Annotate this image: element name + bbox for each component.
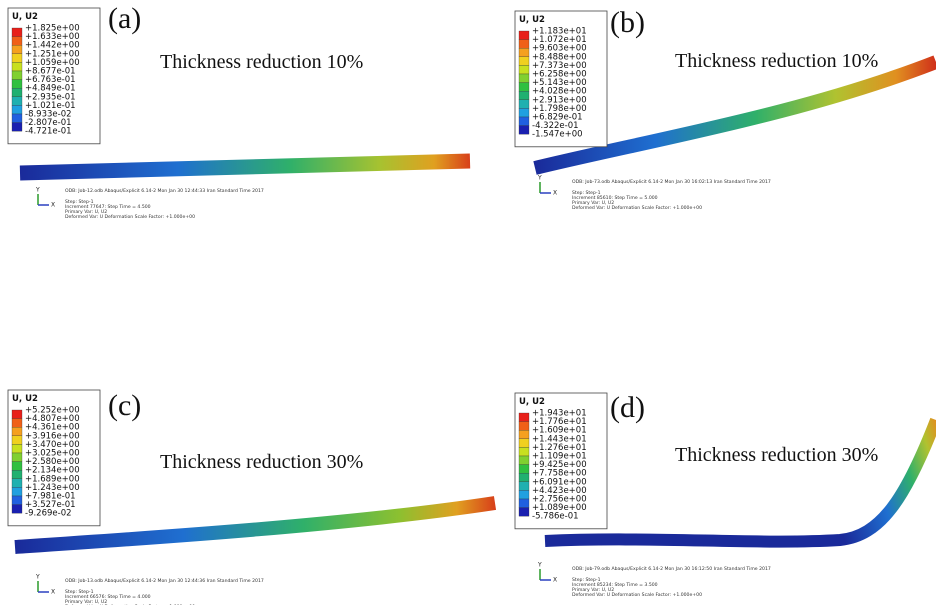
legend-swatch	[519, 48, 529, 57]
legend-swatch	[519, 482, 529, 491]
odb-info: ODB: Job-73.odb Abaqus/Explicit 6.14-2 M…	[572, 179, 771, 185]
legend-swatch	[519, 57, 529, 66]
legend-title: U, U2	[12, 12, 38, 22]
odb-info: Deformed Var: U Deformation Scale Factor…	[572, 205, 702, 211]
legend-swatch	[519, 499, 529, 508]
odb-info: ODB: Job-12.odb Abaqus/Explicit 6.14-2 M…	[65, 188, 264, 194]
legend-swatch	[519, 490, 529, 499]
panel-label: (b)	[610, 6, 645, 39]
panel-title: Thickness reduction 30%	[160, 451, 363, 473]
triad-x-label: X	[553, 577, 557, 584]
legend-swatch	[519, 74, 529, 83]
triad-x-label: X	[51, 589, 55, 596]
triad-x-label: X	[51, 202, 55, 209]
legend-swatch	[12, 71, 22, 80]
legend-title: U, U2	[519, 397, 545, 407]
triad-y-label: Y	[35, 574, 40, 581]
deformed-beam	[20, 161, 470, 173]
legend-swatch	[12, 54, 22, 63]
triad-x-label: X	[553, 190, 557, 197]
panel-title: Thickness reduction 30%	[675, 444, 878, 466]
legend-swatch	[12, 123, 22, 132]
legend-swatch	[12, 62, 22, 71]
legend-swatch	[12, 80, 22, 89]
legend-swatch	[519, 413, 529, 422]
panel-label: (a)	[108, 2, 141, 35]
legend-swatch	[12, 37, 22, 46]
legend-value: -9.269e-02	[25, 509, 72, 519]
legend-swatch	[12, 470, 22, 479]
legend-swatch	[519, 473, 529, 482]
legend-swatch	[12, 419, 22, 428]
legend-swatch	[519, 91, 529, 100]
legend-swatch	[519, 31, 529, 40]
panel-label: (c)	[108, 389, 141, 422]
legend-value: -4.721e-01	[25, 127, 72, 137]
legend-swatch	[12, 88, 22, 97]
legend-swatch	[519, 430, 529, 439]
legend-swatch	[12, 410, 22, 419]
legend-swatch	[12, 114, 22, 123]
odb-info: Deformed Var: U Deformation Scale Factor…	[65, 214, 195, 220]
panel: U, U2+1.183e+01+1.072e+01+9.603e+00+8.48…	[515, 6, 878, 211]
odb-info: Deformed Var: U Deformation Scale Factor…	[572, 592, 702, 598]
legend-swatch	[519, 508, 529, 517]
triad-y-label: Y	[537, 175, 542, 182]
legend-swatch	[519, 456, 529, 465]
legend-swatch	[519, 100, 529, 109]
legend-swatch	[12, 97, 22, 106]
legend-value: -5.786e-01	[532, 512, 579, 522]
legend-swatch	[12, 479, 22, 488]
figure: U, U2+1.825e+00+1.633e+00+1.442e+00+1.25…	[0, 0, 936, 605]
legend-swatch	[519, 117, 529, 126]
legend-swatch	[12, 444, 22, 453]
legend-swatch	[519, 108, 529, 117]
legend-swatch	[12, 105, 22, 114]
legend-swatch	[12, 45, 22, 54]
panel: U, U2+5.252e+00+4.807e+00+4.361e+00+3.91…	[8, 389, 363, 605]
odb-info: ODB: Job-13.odb Abaqus/Explicit 6.14-2 M…	[65, 578, 264, 584]
legend-swatch	[12, 436, 22, 445]
legend-title: U, U2	[519, 15, 545, 25]
legend-value: -1.547e+00	[532, 130, 583, 140]
legend-swatch	[12, 505, 22, 514]
triad-y-label: Y	[35, 187, 40, 194]
legend-swatch	[12, 427, 22, 436]
legend-swatch	[12, 496, 22, 505]
legend-title: U, U2	[12, 394, 38, 404]
legend-swatch	[519, 422, 529, 431]
legend-swatch	[519, 126, 529, 135]
legend-swatch	[519, 447, 529, 456]
panel-title: Thickness reduction 10%	[675, 50, 878, 72]
legend-swatch	[12, 453, 22, 462]
legend-swatch	[12, 28, 22, 37]
legend-swatch	[519, 465, 529, 474]
odb-info: ODB: Job-79.odb Abaqus/Explicit 6.14-2 M…	[572, 566, 771, 572]
legend-swatch	[519, 40, 529, 49]
panel: U, U2+1.825e+00+1.633e+00+1.442e+00+1.25…	[8, 2, 363, 220]
triad-y-label: Y	[537, 562, 542, 569]
panel: U, U2+1.943e+01+1.776e+01+1.609e+01+1.44…	[515, 391, 878, 598]
panel-title: Thickness reduction 10%	[160, 51, 363, 73]
panel-label: (d)	[610, 391, 645, 424]
legend-swatch	[519, 65, 529, 74]
legend-swatch	[12, 487, 22, 496]
legend-swatch	[519, 439, 529, 448]
legend-swatch	[12, 462, 22, 471]
legend-swatch	[519, 83, 529, 92]
